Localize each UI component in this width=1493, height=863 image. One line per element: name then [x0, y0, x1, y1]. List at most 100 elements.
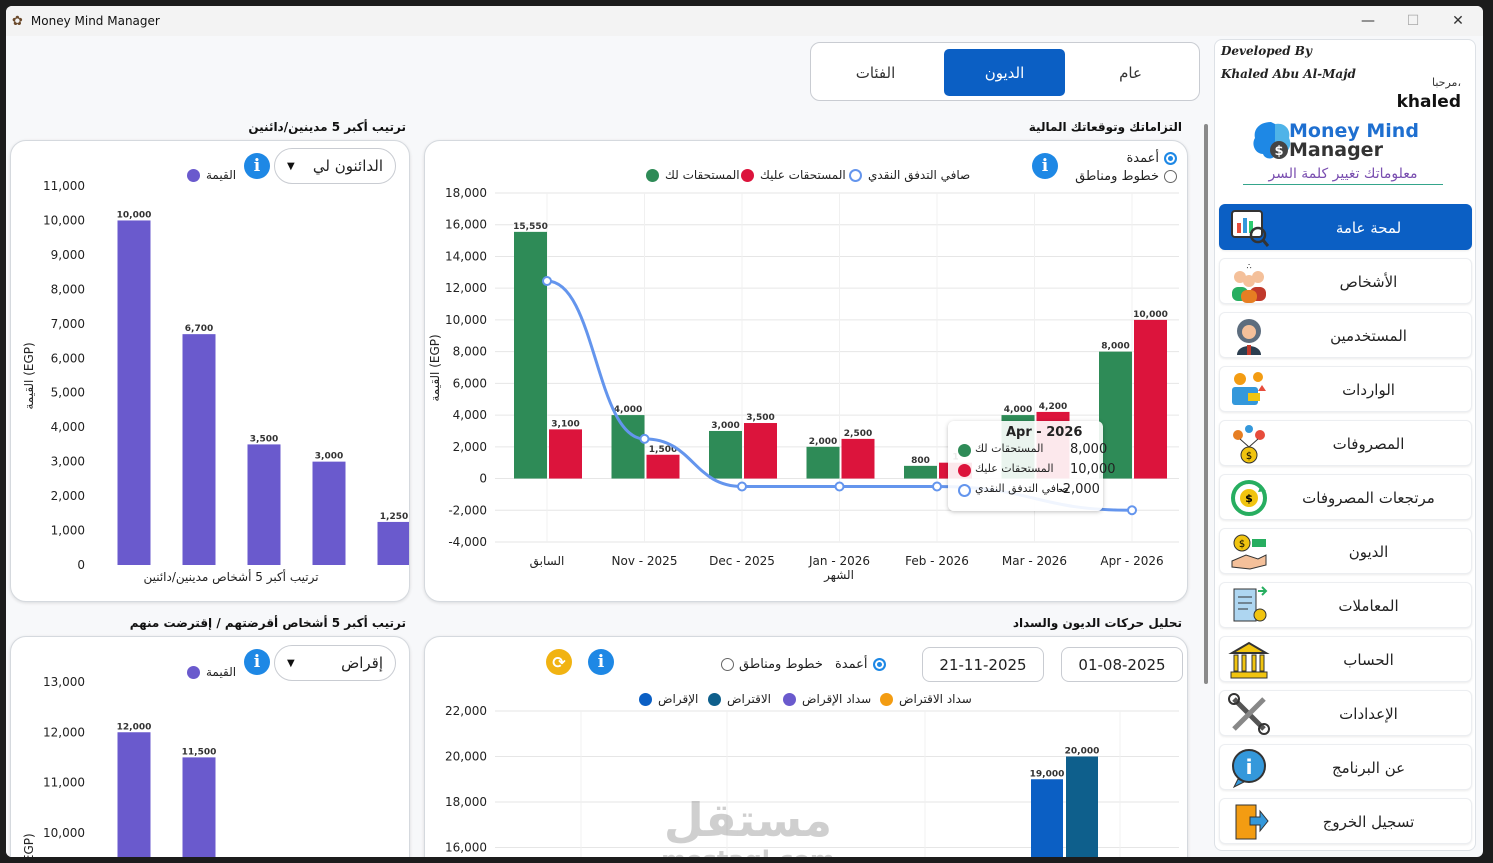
tooltip-value: 8,000 [1070, 442, 1108, 457]
mode-bars-radio[interactable]: أعمدة [835, 657, 886, 672]
mode-lines-radio[interactable]: خطوط ومناطق [1075, 169, 1177, 184]
legend-swatch [187, 665, 200, 679]
svg-text:$: $ [1239, 539, 1245, 550]
mode-lines-radio[interactable]: خطوط ومناطق [721, 657, 823, 672]
y-tick-label: 12,000 [445, 281, 487, 295]
y-tick-label: 16,000 [445, 841, 487, 855]
sidebar-item-dashboard[interactable]: لمحة عامة [1219, 204, 1472, 250]
bar [1099, 351, 1132, 479]
radio-dot [1164, 152, 1177, 165]
y-tick-label: 8,000 [51, 282, 85, 296]
sidebar-item-about[interactable]: i عن البرنامج [1219, 744, 1472, 790]
radio-dot [872, 658, 886, 671]
y-tick-label: 3,000 [51, 455, 85, 469]
bar-value-label: 3,000 [315, 452, 343, 462]
y-tick-label: 16,000 [445, 218, 487, 232]
settings-icon [1228, 693, 1270, 735]
bar [117, 220, 151, 566]
sidebar-item-label: الواردات [1342, 381, 1395, 399]
svg-text:$: $ [1274, 144, 1283, 159]
sidebar-item-income[interactable]: الواردات [1219, 366, 1472, 412]
title-bar: ✿ Money Mind Manager — ☐ ✕ [6, 6, 1483, 36]
maximize-button[interactable]: ☐ [1406, 13, 1420, 29]
bar [1066, 756, 1098, 857]
net-cashflow-point [1127, 505, 1137, 516]
tooltip-value: -2,000 [1058, 482, 1100, 497]
mode-bars-radio[interactable]: أعمدة [1126, 151, 1177, 166]
tab-debts[interactable]: الديون [944, 49, 1065, 96]
movements-card: 01-08-2025 21-11-2025 أعمدة خطوط ومناطق … [424, 636, 1188, 857]
sidebar-item-label: المستخدمين [1330, 327, 1407, 345]
developer-name: Khaled Abu Al-Majd [1221, 67, 1356, 81]
legend-borrowing-repayment: سداد الاقتراض [880, 692, 972, 706]
minimize-button[interactable]: — [1361, 13, 1375, 29]
bar [806, 446, 840, 479]
radio-dot [1164, 170, 1177, 183]
legend-net-cashflow: صافي التدفق النقدي [849, 168, 970, 182]
legend-borrowing: الاقتراض [708, 692, 771, 706]
sidebar-item-bank[interactable]: الحساب [1219, 636, 1472, 682]
bar-value-label: 4,200 [1039, 402, 1067, 412]
y-tick-label: 0 [77, 558, 85, 572]
account-links[interactable]: معلوماتك تغيير كلمة السر [1243, 166, 1443, 185]
sidebar-item-users[interactable]: المستخدمين [1219, 312, 1472, 358]
watermark-latin: mostaql.com [661, 846, 835, 857]
bar-value-label: 10,000 [117, 210, 152, 220]
y-axis-label: القيمة (EGP) [22, 342, 36, 409]
x-tick-label: Mar - 2026 [1002, 554, 1067, 568]
close-button[interactable]: ✕ [1452, 13, 1464, 29]
sidebar-item-logout[interactable]: تسجيل الخروج [1219, 798, 1472, 844]
date-to-field[interactable]: 21-11-2025 [922, 647, 1044, 682]
bar [117, 732, 151, 857]
svg-text:i: i [1246, 755, 1253, 779]
bar-value-label: 20,000 [1065, 747, 1100, 757]
debtors-type-select[interactable]: ▼ الدائنون لي [274, 148, 396, 184]
radio-dot [721, 658, 734, 671]
logout-icon [1235, 804, 1269, 840]
y-tick-label: 9,000 [51, 248, 85, 262]
obligations-chart: -4,000 -2,000 0 2,000 4,000 6,000 8,000 10,000 1… [428, 186, 1179, 583]
sidebar-item-transactions[interactable]: المعاملات [1219, 582, 1472, 628]
y-tick-label: 5,000 [51, 386, 85, 400]
tooltip-title: Apr - 2026 [1006, 425, 1083, 440]
x-axis-label: ترتيب أكبر 5 أشخاص مدينين/دائنين [143, 569, 318, 585]
brain-logo-icon: $ [1253, 122, 1291, 159]
info-icon[interactable]: i [244, 153, 270, 179]
bar-value-label: 3,000 [711, 421, 739, 431]
bar-value-label: 3,100 [551, 419, 579, 429]
bank-icon [1228, 641, 1270, 679]
tooltip-value: 10,000 [1070, 462, 1116, 477]
brand-subtitle: Manager [1289, 139, 1383, 161]
people-icon: ∴ [1232, 262, 1266, 303]
bar-value-label: 8,000 [1101, 342, 1129, 352]
info-icon[interactable]: i [1032, 153, 1058, 179]
sidebar-item-settings[interactable]: الإعدادات [1219, 690, 1472, 736]
tab-general[interactable]: عام [1119, 63, 1142, 82]
tab-bar: الفئات الديون عام [810, 42, 1200, 101]
lenders-legend: القيمة [187, 665, 236, 679]
sidebar-item-debts[interactable]: $ الديون [1219, 528, 1472, 574]
scrollbar[interactable] [1204, 124, 1208, 684]
info-icon[interactable]: i [588, 649, 614, 675]
bar [841, 438, 875, 479]
y-axis-label: القيمة (EGP) [22, 833, 36, 857]
sidebar-item-expense-returns[interactable]: $ مرتجعات المصروفات [1219, 474, 1472, 520]
y-tick-label: -4,000 [448, 535, 487, 549]
tooltip-swatch [958, 444, 971, 457]
info-icon[interactable]: i [244, 649, 270, 675]
y-tick-label: 1,000 [51, 524, 85, 538]
about-icon: i [1232, 749, 1266, 789]
legend-lending-repayment: سداد الإقراض [783, 692, 871, 706]
x-tick-label: Jan - 2026 [808, 554, 870, 568]
bar-value-label: 6,700 [185, 324, 213, 334]
sidebar-item-people[interactable]: ∴ الأشخاص [1219, 258, 1472, 304]
sidebar-item-expenses[interactable]: $ المصروفات [1219, 420, 1472, 466]
tab-categories[interactable]: الفئات [855, 63, 896, 82]
refresh-icon[interactable]: ⟳ [546, 649, 572, 675]
sidebar-item-label: الإعدادات [1339, 705, 1398, 723]
debtors-legend: القيمة [187, 168, 236, 182]
lend-type-select[interactable]: ▼ إقراض [274, 645, 396, 681]
y-tick-label: 20,000 [445, 750, 487, 764]
bar-value-label: 19,000 [1030, 769, 1065, 779]
date-from-field[interactable]: 01-08-2025 [1061, 647, 1183, 682]
